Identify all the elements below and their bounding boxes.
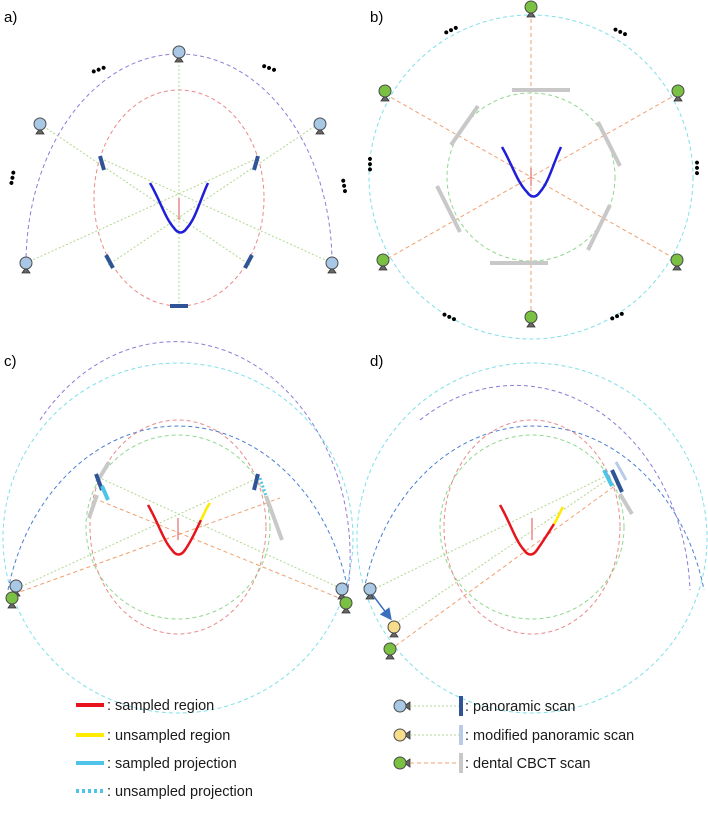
panel-b-ellipsis-4: ••• <box>688 160 705 176</box>
panel-d-sampled-projection <box>602 469 614 487</box>
panel-a-ellipsis-2: ••• <box>259 58 280 79</box>
panel-c: c) <box>2 341 354 714</box>
panel-d-shift-arrow <box>371 593 392 621</box>
panel-a-ellipsis-1: ••• <box>89 59 110 80</box>
panel-c-sampled-region <box>146 504 203 556</box>
panel-a-ellipsis-3: ••• <box>3 169 22 187</box>
panel-b-source-upper-right <box>671 84 685 102</box>
legend-modified-source-icon <box>393 728 411 742</box>
panel-d-modified-source <box>387 620 401 638</box>
panel-d-inner-pano-orbit <box>443 419 621 635</box>
panel-c-unsampled-projection-right <box>258 477 268 497</box>
panel-b-source-lower-right <box>670 253 684 271</box>
panel-c-unsampled-region <box>199 502 211 521</box>
panel-d-rays <box>371 475 621 651</box>
panel-b-ellipsis-2: ••• <box>609 21 630 43</box>
panel-c-pano-orbit-top <box>39 341 351 591</box>
panel-b-ellipsis-5: ••• <box>438 306 459 328</box>
panel-c-sampled-projection-left <box>100 485 110 501</box>
panel-c-inner-orbit <box>85 434 271 620</box>
panel-c-rays <box>13 477 345 601</box>
panel-a-dental-arch <box>148 182 210 234</box>
panel-b-source-bottom <box>524 310 538 328</box>
panel-d-pano-orbit <box>363 425 705 591</box>
panel-d-sampled-region <box>498 504 556 556</box>
panel-b-dental-arch <box>500 146 563 198</box>
legend-text-unsampled-projection: : unsampled projection <box>107 784 253 800</box>
panel-d-cbct-source <box>383 642 397 660</box>
legend-text-dental-cbct-scan: : dental CBCT scan <box>465 756 590 772</box>
panel-b-detectors <box>435 88 622 265</box>
panel-b-ellipsis-3: ••• <box>362 156 379 172</box>
panel-c-cbct-orbit <box>2 362 354 714</box>
panel-label-b: b) <box>370 9 383 26</box>
panel-b-ellipsis-6: ••• <box>607 306 628 328</box>
panel-c-pano-orbit <box>7 425 349 591</box>
panel-a-source-upper-right <box>313 117 327 135</box>
legend-cbct-source-icon <box>393 756 411 770</box>
panel-label-a: a) <box>4 9 17 26</box>
panel-label-c: c) <box>4 353 17 370</box>
panel-b: b) ••• ••• ••• ••• ••• ••• <box>362 0 705 340</box>
panel-a-rays <box>25 57 333 306</box>
panel-label-d: d) <box>370 353 383 370</box>
panel-c-cbct-detector-right <box>264 495 284 541</box>
panel-d-inner-orbit <box>439 434 625 620</box>
panel-a-source-lower-left <box>19 256 33 274</box>
panel-b-source-lower-left <box>376 253 390 271</box>
panel-c-cbct-detector-left-b <box>87 494 99 519</box>
panel-a: a) ••• ••• • <box>3 9 353 308</box>
panel-a-source-top <box>172 45 186 63</box>
legend-panoramic-source-icon <box>393 699 411 713</box>
panel-d-pano-orbit-top <box>419 384 691 591</box>
legend-text-panoramic-scan: : panoramic scan <box>465 699 575 715</box>
panel-d-unsampled-region <box>552 506 565 525</box>
panel-a-source-upper-left <box>33 117 47 135</box>
panel-c-cbct-source-right <box>339 596 353 614</box>
panel-d-cbct-detector <box>618 492 634 516</box>
legend-text-modified-panoramic-scan: : modified panoramic scan <box>465 728 634 744</box>
panel-c-pano-detector-right <box>252 473 260 491</box>
panel-c-inner-pano-orbit <box>89 419 267 635</box>
panel-a-source-lower-right <box>325 256 339 274</box>
panel-d-cbct-orbit <box>356 362 708 714</box>
legend-text-unsampled-region: : unsampled region <box>107 728 230 744</box>
legend: : sampled region : unsampled region : sa… <box>76 696 634 800</box>
panel-d-modified-detector <box>614 461 628 481</box>
panel-d: d) <box>356 353 708 714</box>
panel-a-detectors <box>98 155 260 308</box>
panel-b-ellipsis-1: ••• <box>441 20 462 42</box>
panel-a-ellipsis-4: ••• <box>334 177 353 195</box>
legend-text-sampled-region: : sampled region <box>107 698 214 714</box>
panel-c-cbct-source-left <box>5 591 19 609</box>
panel-d-pano-detector <box>610 469 624 493</box>
legend-text-sampled-projection: : sampled projection <box>107 756 237 772</box>
panel-b-rays <box>384 12 678 315</box>
panel-a-source-orbit <box>25 53 333 265</box>
